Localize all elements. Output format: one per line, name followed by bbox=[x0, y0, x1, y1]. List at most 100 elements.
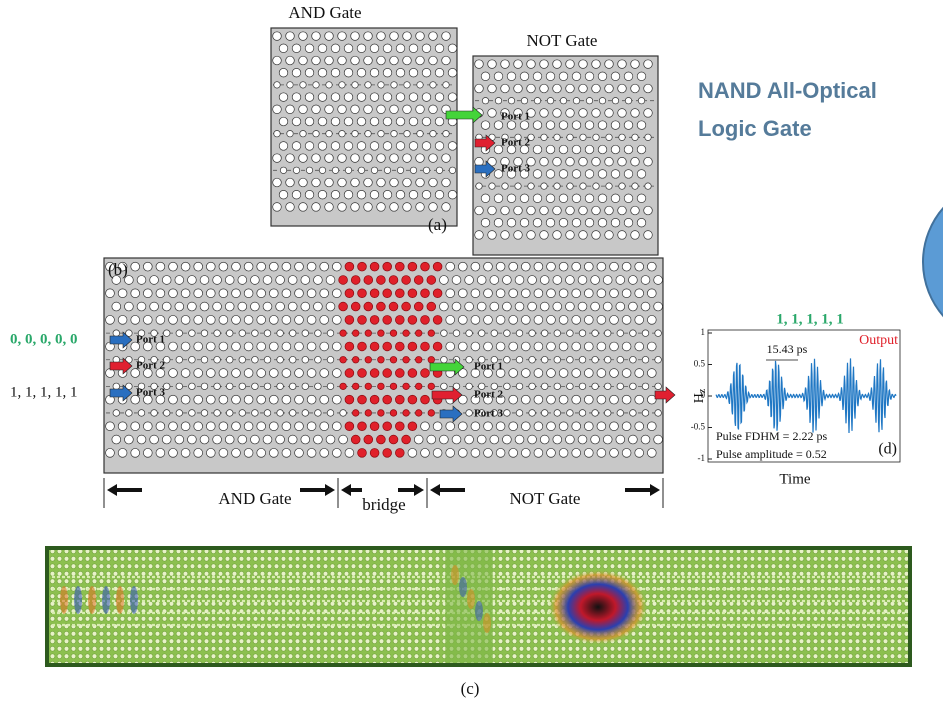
hole bbox=[370, 448, 379, 457]
hole bbox=[257, 395, 266, 404]
hole bbox=[409, 190, 418, 199]
hole bbox=[428, 410, 435, 417]
hole bbox=[345, 422, 354, 431]
hole bbox=[384, 167, 390, 173]
hole bbox=[315, 330, 322, 337]
hole bbox=[559, 422, 568, 431]
hole bbox=[377, 435, 386, 444]
hole bbox=[315, 383, 322, 390]
hole bbox=[320, 289, 329, 298]
hole bbox=[175, 435, 184, 444]
hole bbox=[484, 262, 493, 271]
hole bbox=[490, 302, 499, 311]
hole bbox=[429, 203, 438, 212]
hole bbox=[415, 383, 422, 390]
hole bbox=[416, 105, 425, 114]
hole bbox=[585, 194, 594, 203]
hole bbox=[572, 262, 581, 271]
hole bbox=[408, 422, 417, 431]
hole bbox=[465, 276, 474, 285]
hole bbox=[390, 330, 397, 337]
hole bbox=[647, 289, 656, 298]
hole bbox=[540, 276, 549, 285]
hole bbox=[318, 93, 327, 102]
hole bbox=[507, 72, 516, 81]
hole bbox=[279, 68, 288, 77]
hole bbox=[389, 276, 398, 285]
hole bbox=[113, 330, 120, 337]
hole bbox=[286, 203, 295, 212]
hole bbox=[541, 383, 548, 390]
hole bbox=[206, 369, 215, 378]
hole bbox=[201, 330, 208, 337]
hole bbox=[396, 44, 405, 53]
hole bbox=[345, 315, 354, 324]
hole bbox=[131, 262, 140, 271]
hole bbox=[251, 435, 260, 444]
hole bbox=[448, 142, 457, 151]
hole bbox=[624, 145, 633, 154]
pulse-note: Pulse amplitude = 0.52 bbox=[716, 447, 827, 461]
pulse-note: Pulse FDHM = 2.22 ps bbox=[716, 429, 827, 443]
hole bbox=[338, 56, 347, 65]
hole bbox=[521, 369, 530, 378]
hole bbox=[124, 302, 133, 311]
hole bbox=[579, 383, 586, 390]
hole bbox=[546, 218, 555, 227]
hole bbox=[466, 410, 473, 417]
hole bbox=[244, 369, 253, 378]
hole bbox=[598, 121, 607, 130]
port-label: Port 3 bbox=[136, 387, 166, 399]
hole bbox=[201, 383, 208, 390]
hole bbox=[403, 56, 412, 65]
hole bbox=[617, 383, 624, 390]
hole bbox=[559, 342, 568, 351]
hole bbox=[302, 383, 309, 390]
hole bbox=[598, 72, 607, 81]
hole bbox=[194, 289, 203, 298]
hole bbox=[647, 342, 656, 351]
hole bbox=[351, 56, 360, 65]
hole bbox=[273, 203, 282, 212]
hole bbox=[466, 356, 473, 363]
hole bbox=[257, 342, 266, 351]
hole bbox=[503, 276, 512, 285]
hole bbox=[232, 395, 241, 404]
hole bbox=[332, 289, 341, 298]
hole bbox=[277, 330, 284, 337]
hole bbox=[409, 68, 418, 77]
hole bbox=[580, 134, 586, 140]
hole bbox=[520, 218, 529, 227]
hole bbox=[471, 315, 480, 324]
hole bbox=[433, 448, 442, 457]
hole bbox=[471, 422, 480, 431]
hole bbox=[408, 315, 417, 324]
hole bbox=[622, 315, 631, 324]
hole bbox=[299, 154, 308, 163]
hole bbox=[541, 356, 548, 363]
hole bbox=[273, 178, 282, 187]
hole bbox=[598, 194, 607, 203]
hole bbox=[320, 395, 329, 404]
hole bbox=[305, 190, 314, 199]
hole bbox=[647, 369, 656, 378]
hole bbox=[282, 448, 291, 457]
hole bbox=[572, 145, 581, 154]
hole bbox=[440, 302, 449, 311]
hole bbox=[282, 369, 291, 378]
hole bbox=[357, 68, 366, 77]
hole bbox=[541, 330, 548, 337]
hole bbox=[315, 410, 322, 417]
hole bbox=[194, 395, 203, 404]
hole bbox=[416, 32, 425, 41]
hole bbox=[331, 117, 340, 126]
hole bbox=[598, 145, 607, 154]
hole bbox=[534, 395, 543, 404]
hole bbox=[332, 262, 341, 271]
hole bbox=[300, 130, 306, 136]
hole bbox=[257, 289, 266, 298]
hole bbox=[619, 183, 625, 189]
hole bbox=[169, 262, 178, 271]
hole bbox=[370, 342, 379, 351]
hole bbox=[383, 289, 392, 298]
